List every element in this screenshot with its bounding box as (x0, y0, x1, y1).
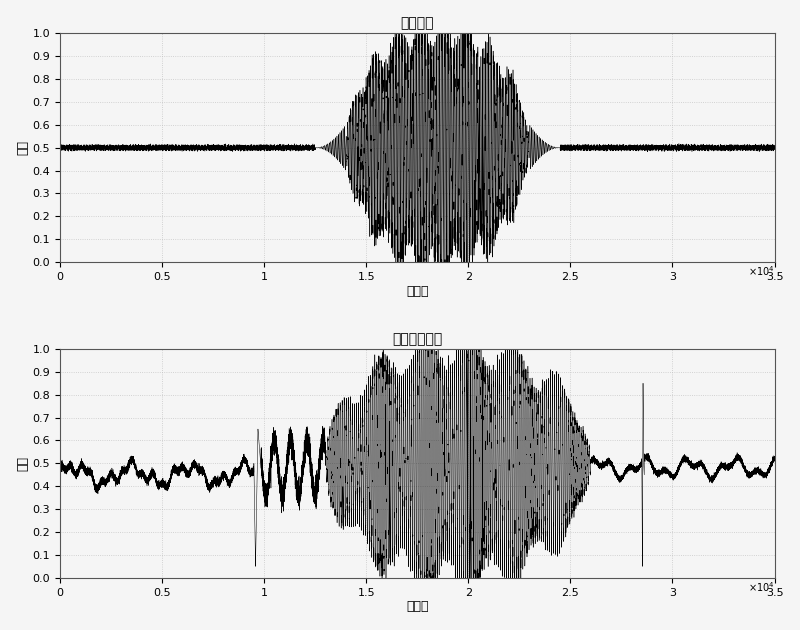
Y-axis label: 幅度: 幅度 (17, 456, 30, 471)
X-axis label: 采样点: 采样点 (406, 285, 429, 297)
Text: $\times10^4$: $\times10^4$ (748, 580, 774, 594)
Title: 语音信号: 语音信号 (401, 16, 434, 31)
Y-axis label: 幅度: 幅度 (17, 140, 30, 155)
Title: 电声门图信号: 电声门图信号 (392, 333, 442, 347)
X-axis label: 采样点: 采样点 (406, 600, 429, 614)
Text: $\times10^4$: $\times10^4$ (748, 265, 774, 278)
